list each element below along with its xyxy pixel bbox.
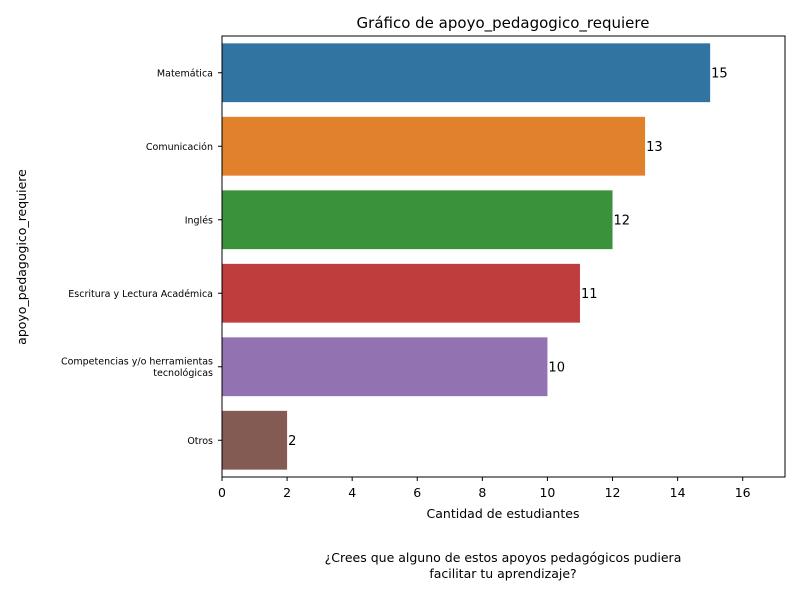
- bar-data-label: 13: [646, 140, 663, 155]
- x-tick-label: 14: [670, 485, 686, 500]
- y-tick-label: Comunicación: [146, 142, 213, 153]
- x-tick-label: 12: [605, 485, 621, 500]
- y-tick-label: Otros: [187, 436, 213, 447]
- bar-data-label: 12: [614, 213, 631, 228]
- bar-data-label: 2: [288, 434, 296, 449]
- x-tick-label: 2: [283, 485, 291, 500]
- bar: [222, 337, 548, 397]
- bar: [222, 190, 613, 250]
- y-tick-label: tecnológicas: [153, 368, 213, 379]
- y-axis-label: apoyo_pedagogico_requiere: [14, 169, 29, 345]
- bars-layer: 15 13 12 11 10 2: [222, 43, 728, 470]
- bar: [222, 43, 711, 103]
- bar-data-label: 11: [581, 287, 598, 302]
- bar: [222, 263, 580, 323]
- plot-area-frame: [221, 35, 786, 478]
- chart-caption-line-1: ¿Crees que alguno de estos apoyos pedagó…: [325, 550, 682, 565]
- y-tick-label: Matemática: [157, 68, 213, 79]
- bar-data-label: 10: [548, 360, 565, 375]
- x-tick-label: 6: [413, 485, 421, 500]
- bar: [222, 116, 646, 176]
- chart-caption-line-2: facilitar tu aprendizaje?: [429, 566, 576, 581]
- x-tick-label: 8: [478, 485, 486, 500]
- bar: [222, 410, 288, 470]
- y-tick-label: Competencias y/o herramientas: [61, 357, 213, 368]
- y-axis-ticks: Matemática Comunicación Inglés Escritura y …: [61, 68, 222, 447]
- bar-data-label: 15: [711, 66, 728, 81]
- x-axis-ticks: 0 2 4 6 8 10 12 14 16: [218, 477, 751, 500]
- y-tick-label: Escritura y Lectura Académica: [68, 289, 213, 300]
- y-tick-label: Inglés: [185, 215, 213, 226]
- x-axis-label: Cantidad de estudiantes: [427, 506, 580, 521]
- chart-title: Gráfico de apoyo_pedagogico_requiere: [357, 14, 650, 33]
- x-tick-label: 16: [735, 485, 751, 500]
- x-tick-label: 4: [348, 485, 356, 500]
- x-tick-label: 0: [218, 485, 226, 500]
- x-tick-label: 10: [539, 485, 555, 500]
